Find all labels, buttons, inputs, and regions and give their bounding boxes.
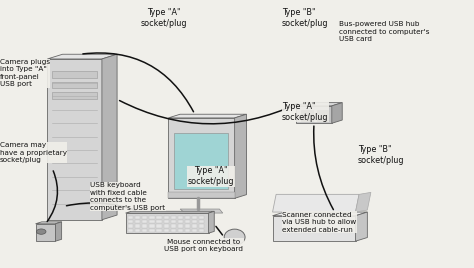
- Polygon shape: [128, 220, 133, 223]
- Polygon shape: [164, 229, 169, 232]
- Polygon shape: [164, 220, 169, 223]
- Polygon shape: [301, 110, 313, 115]
- Polygon shape: [168, 114, 246, 118]
- Polygon shape: [185, 224, 190, 228]
- Polygon shape: [178, 229, 183, 232]
- Polygon shape: [128, 216, 133, 219]
- Text: USB keyboard
with fixed cable
connects to the
computer's USB port: USB keyboard with fixed cable connects t…: [90, 182, 165, 211]
- Text: Type "B"
socket/plug: Type "B" socket/plug: [282, 8, 328, 28]
- Ellipse shape: [224, 229, 245, 245]
- Polygon shape: [171, 216, 176, 219]
- Polygon shape: [36, 224, 55, 241]
- Text: Type "A"
socket/plug: Type "A" socket/plug: [188, 166, 234, 186]
- Polygon shape: [142, 220, 147, 223]
- Polygon shape: [332, 103, 342, 123]
- Text: Type "B"
socket/plug: Type "B" socket/plug: [358, 145, 404, 165]
- Polygon shape: [171, 220, 176, 223]
- Polygon shape: [149, 216, 155, 219]
- Text: Camera may
have a proprietary
socket/plug: Camera may have a proprietary socket/plu…: [0, 142, 67, 163]
- Polygon shape: [199, 220, 204, 223]
- Polygon shape: [171, 224, 176, 228]
- Polygon shape: [149, 229, 155, 232]
- Polygon shape: [128, 224, 133, 228]
- Polygon shape: [185, 216, 190, 219]
- Polygon shape: [192, 229, 197, 232]
- Polygon shape: [135, 229, 140, 232]
- Polygon shape: [36, 222, 62, 224]
- Polygon shape: [317, 110, 328, 115]
- Polygon shape: [52, 71, 97, 78]
- Text: Type "A"
socket/plug: Type "A" socket/plug: [140, 8, 187, 28]
- Polygon shape: [296, 106, 332, 123]
- Polygon shape: [164, 216, 169, 219]
- Polygon shape: [135, 216, 140, 219]
- Polygon shape: [149, 220, 155, 223]
- Polygon shape: [168, 192, 235, 198]
- Polygon shape: [156, 220, 162, 223]
- Polygon shape: [356, 192, 371, 212]
- Polygon shape: [55, 222, 62, 241]
- Circle shape: [36, 229, 46, 234]
- Polygon shape: [296, 103, 342, 106]
- Polygon shape: [273, 216, 356, 241]
- Polygon shape: [135, 224, 140, 228]
- Polygon shape: [235, 114, 246, 198]
- Polygon shape: [273, 194, 359, 212]
- Polygon shape: [135, 220, 140, 223]
- Polygon shape: [199, 229, 204, 232]
- Polygon shape: [126, 211, 214, 213]
- Polygon shape: [273, 212, 367, 216]
- Polygon shape: [185, 220, 190, 223]
- Polygon shape: [192, 220, 197, 223]
- Polygon shape: [192, 216, 197, 219]
- Polygon shape: [128, 229, 133, 232]
- Polygon shape: [174, 133, 228, 189]
- Polygon shape: [199, 224, 204, 228]
- Text: Scanner connected
via USB hub to allow
extended cable-run: Scanner connected via USB hub to allow e…: [282, 212, 356, 233]
- Polygon shape: [142, 216, 147, 219]
- Text: Camera plugs
into Type "A"
front-panel
USB port: Camera plugs into Type "A" front-panel U…: [0, 59, 50, 87]
- Polygon shape: [168, 118, 235, 198]
- Polygon shape: [164, 224, 169, 228]
- Polygon shape: [185, 229, 190, 232]
- Polygon shape: [209, 211, 214, 233]
- Text: Type "A"
socket/plug: Type "A" socket/plug: [282, 102, 328, 122]
- Polygon shape: [126, 213, 209, 233]
- Polygon shape: [192, 224, 197, 228]
- Polygon shape: [317, 116, 328, 121]
- Polygon shape: [180, 209, 223, 213]
- Polygon shape: [356, 212, 367, 241]
- Polygon shape: [102, 54, 117, 220]
- Polygon shape: [149, 224, 155, 228]
- Polygon shape: [178, 216, 183, 219]
- Polygon shape: [142, 229, 147, 232]
- Polygon shape: [47, 54, 117, 59]
- Text: Bus-powered USB hub
connected to computer's
USB card: Bus-powered USB hub connected to compute…: [339, 21, 429, 42]
- Polygon shape: [156, 224, 162, 228]
- Polygon shape: [178, 224, 183, 228]
- Polygon shape: [178, 220, 183, 223]
- Text: Mouse connected to
USB port on keyboard: Mouse connected to USB port on keyboard: [164, 239, 243, 252]
- Polygon shape: [156, 229, 162, 232]
- Polygon shape: [47, 59, 102, 220]
- Polygon shape: [156, 216, 162, 219]
- Polygon shape: [142, 224, 147, 228]
- Polygon shape: [52, 92, 97, 99]
- Polygon shape: [199, 216, 204, 219]
- Polygon shape: [52, 82, 97, 88]
- Polygon shape: [171, 229, 176, 232]
- Polygon shape: [301, 116, 313, 121]
